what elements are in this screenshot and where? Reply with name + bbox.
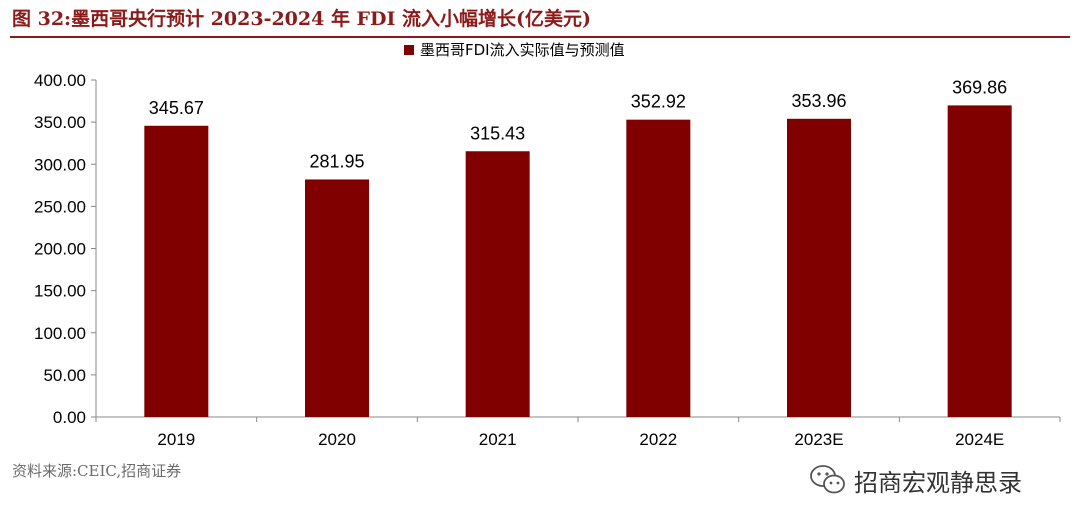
data-label: 345.67	[149, 98, 204, 118]
bar-2023E	[787, 118, 851, 417]
x-tick-label: 2023E	[794, 430, 843, 449]
x-tick-label: 2021	[479, 430, 517, 449]
wechat-icon	[810, 465, 845, 494]
data-label: 315.43	[470, 123, 525, 143]
data-label: 353.96	[791, 91, 846, 111]
bar-2021	[465, 151, 530, 417]
y-tick-label: 400.00	[34, 71, 86, 90]
y-tick-label: 50.00	[43, 366, 86, 385]
source-note: 资料来源:CEIC,招商证券	[12, 462, 182, 480]
data-label: 352.92	[631, 92, 686, 112]
y-tick-label: 300.00	[34, 155, 86, 174]
y-tick-label: 350.00	[34, 113, 86, 132]
data-label: 281.95	[309, 151, 364, 171]
x-tick-label: 2019	[157, 430, 195, 449]
legend-swatch	[404, 45, 414, 55]
bar-2020	[305, 179, 369, 417]
bar-2022	[626, 119, 691, 417]
bar-2024E	[947, 105, 1012, 418]
y-tick-label: 250.00	[34, 197, 86, 216]
y-tick-label: 150.00	[34, 282, 86, 301]
y-tick-label: 100.00	[34, 324, 86, 343]
y-tick-label: 200.00	[34, 240, 86, 259]
x-tick-label: 2024E	[955, 430, 1004, 449]
watermark: 招商宏观静思录	[808, 462, 1022, 498]
figure-title: 图 32:墨西哥央行预计 2023-2024 年 FDI 流入小幅增长(亿美元)	[12, 8, 592, 30]
x-tick-label: 2020	[318, 430, 356, 449]
x-tick-label: 2022	[639, 430, 677, 449]
legend-label: 墨西哥FDI流入实际值与预测值	[420, 41, 625, 59]
y-tick-label: 0.00	[53, 408, 86, 427]
data-label: 369.86	[952, 77, 1007, 97]
title-divider	[10, 36, 1070, 38]
watermark-text: 招商宏观静思录	[854, 468, 1022, 497]
bar-2019	[144, 125, 209, 418]
